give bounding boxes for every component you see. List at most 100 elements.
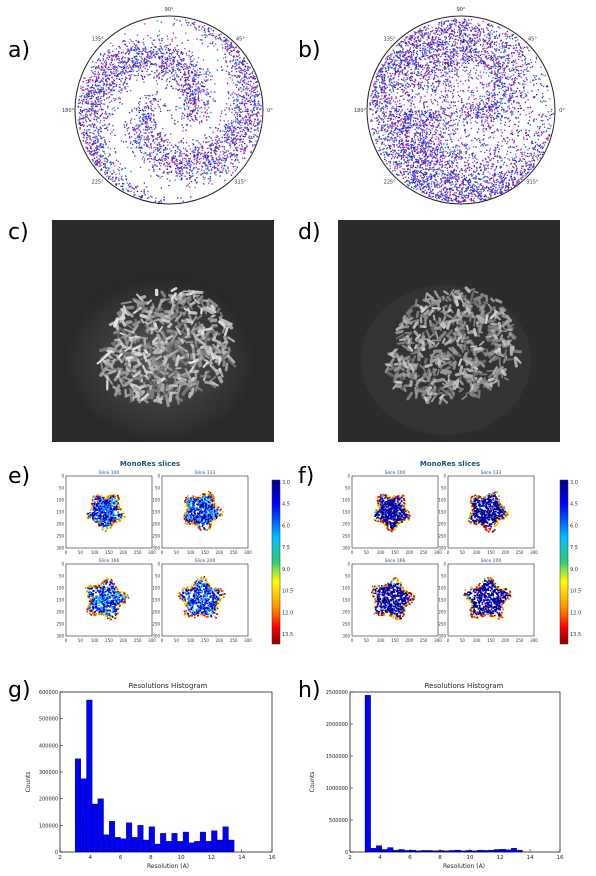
y-tick-label: 0 (55, 850, 58, 856)
histogram-bar (182, 831, 189, 853)
y-tick-label: 100 (342, 586, 350, 591)
y-tick-label: 0 (443, 562, 446, 567)
slice-title: Slice 133 (195, 470, 216, 476)
angle-label: 225° (92, 179, 105, 185)
angle-label: 315° (526, 179, 539, 185)
colorbar-tick-label: 9.0 (570, 567, 578, 573)
histogram-bar (211, 830, 218, 853)
histogram-bar (154, 843, 161, 853)
histogram-bar (160, 833, 167, 853)
angle-labels-a: 90°45°0°315°270°225°180°135° (62, 7, 273, 185)
y-tick-label: 200 (342, 610, 350, 615)
x-tick-label: 0 (351, 638, 354, 643)
y-tick-label: 300000 (39, 770, 58, 776)
panel-label-d: d) (298, 220, 321, 245)
y-tick-label: 150 (152, 510, 160, 515)
x-tick-label: 150 (391, 638, 399, 643)
y-tick-label: 100 (438, 498, 446, 503)
y-tick-label: 0 (347, 562, 350, 567)
angle-label: 180° (62, 108, 75, 114)
slice-title: Slice 133 (481, 470, 502, 476)
histogram-title-h: Resolutions Histogram (425, 682, 504, 690)
slice-title: Slice 166 (385, 558, 406, 564)
x-tick-label: 14 (238, 855, 245, 861)
x-tick-label: 250 (516, 638, 524, 643)
x-tick-label: 10 (178, 855, 185, 861)
panel-label-c: c) (8, 220, 29, 245)
histogram-bar (494, 849, 501, 853)
x-tick-label: 12 (497, 855, 504, 861)
density-map-d (338, 220, 560, 442)
y-tick-label: 50 (345, 574, 351, 579)
panel-label-e: e) (8, 464, 31, 489)
y-tick-label: 250 (342, 534, 350, 539)
angle-label: 180° (354, 108, 367, 114)
density-map-c (52, 220, 274, 442)
histogram-bar (171, 833, 178, 853)
x-tick-label: 14 (527, 855, 534, 861)
colorbar-f (559, 479, 569, 645)
colorbar-tick-label: 6.0 (282, 523, 290, 529)
molecule-density-d (384, 286, 523, 405)
x-tick-label: 6 (408, 855, 412, 861)
x-tick-label: 300 (148, 638, 156, 643)
x-tick-label: 200 (502, 638, 510, 643)
x-tick-label: 16 (557, 855, 564, 861)
x-tick-label: 150 (105, 638, 113, 643)
y-tick-label: 0 (157, 562, 160, 567)
colorbar-tick-label: 10.5 (570, 589, 581, 595)
x-tick-label: 16 (269, 855, 276, 861)
y-tick-label: 50 (59, 486, 65, 491)
x-tick-label: 200 (120, 550, 128, 555)
y-tick-label: 200000 (39, 797, 58, 803)
y-tick-label: 50 (441, 574, 447, 579)
y-tick-label: 200 (56, 522, 64, 527)
y-tick-label: 100 (438, 586, 446, 591)
x-tick-label: 50 (174, 638, 180, 643)
molecule-density-c (96, 287, 237, 408)
histogram-bar (137, 825, 144, 853)
x-tick-label: 50 (364, 550, 370, 555)
x-tick-label: 4 (378, 855, 382, 861)
histogram-bar (74, 758, 81, 853)
y-tick-label: 500000 (329, 818, 348, 824)
angle-label: 0° (559, 108, 565, 114)
y-tick-label: 50 (155, 486, 161, 491)
x-tick-label: 300 (148, 550, 156, 555)
y-tick-label: 200 (438, 610, 446, 615)
y-tick-label: 500000 (39, 717, 58, 723)
histogram-g: Resolutions Histogram Counts Resolution … (25, 682, 276, 870)
x-tick-label: 200 (502, 550, 510, 555)
histogram-bar (387, 847, 394, 853)
x-tick-label: 100 (187, 550, 195, 555)
histogram-bar (86, 699, 93, 853)
x-tick-label: 0 (65, 638, 68, 643)
colorbar-tick-label: 3.0 (570, 480, 578, 486)
angle-label: 90° (457, 7, 466, 13)
y-tick-label: 200 (342, 522, 350, 527)
histogram-bar (177, 841, 184, 853)
x-tick-label: 0 (161, 638, 164, 643)
x-tick-label: 300 (530, 550, 538, 555)
colorbar-tick-label: 12.0 (570, 610, 581, 616)
x-tick-label: 12 (208, 855, 215, 861)
x-tick-label: 200 (120, 638, 128, 643)
y-tick-label: 200 (152, 610, 160, 615)
histogram-bar (194, 841, 201, 853)
x-tick-label: 0 (447, 550, 450, 555)
x-tick-label: 300 (244, 638, 252, 643)
y-tick-label: 100 (152, 498, 160, 503)
slice-title: Slice 166 (99, 558, 120, 564)
x-tick-label: 50 (174, 550, 180, 555)
angle-label: 315° (234, 179, 247, 185)
y-tick-label: 200 (438, 522, 446, 527)
x-tick-label: 10 (467, 855, 474, 861)
histogram-xlabel-h: Resolution (A) (443, 863, 485, 870)
histogram-bar (398, 849, 405, 853)
histogram-bar (370, 848, 377, 853)
y-tick-label: 200 (56, 610, 64, 615)
colorbar-tick-label: 13.5 (570, 632, 581, 638)
y-tick-label: 300 (56, 546, 64, 551)
y-tick-label: 0 (347, 474, 350, 479)
slice-title: Slice 100 (99, 470, 120, 476)
